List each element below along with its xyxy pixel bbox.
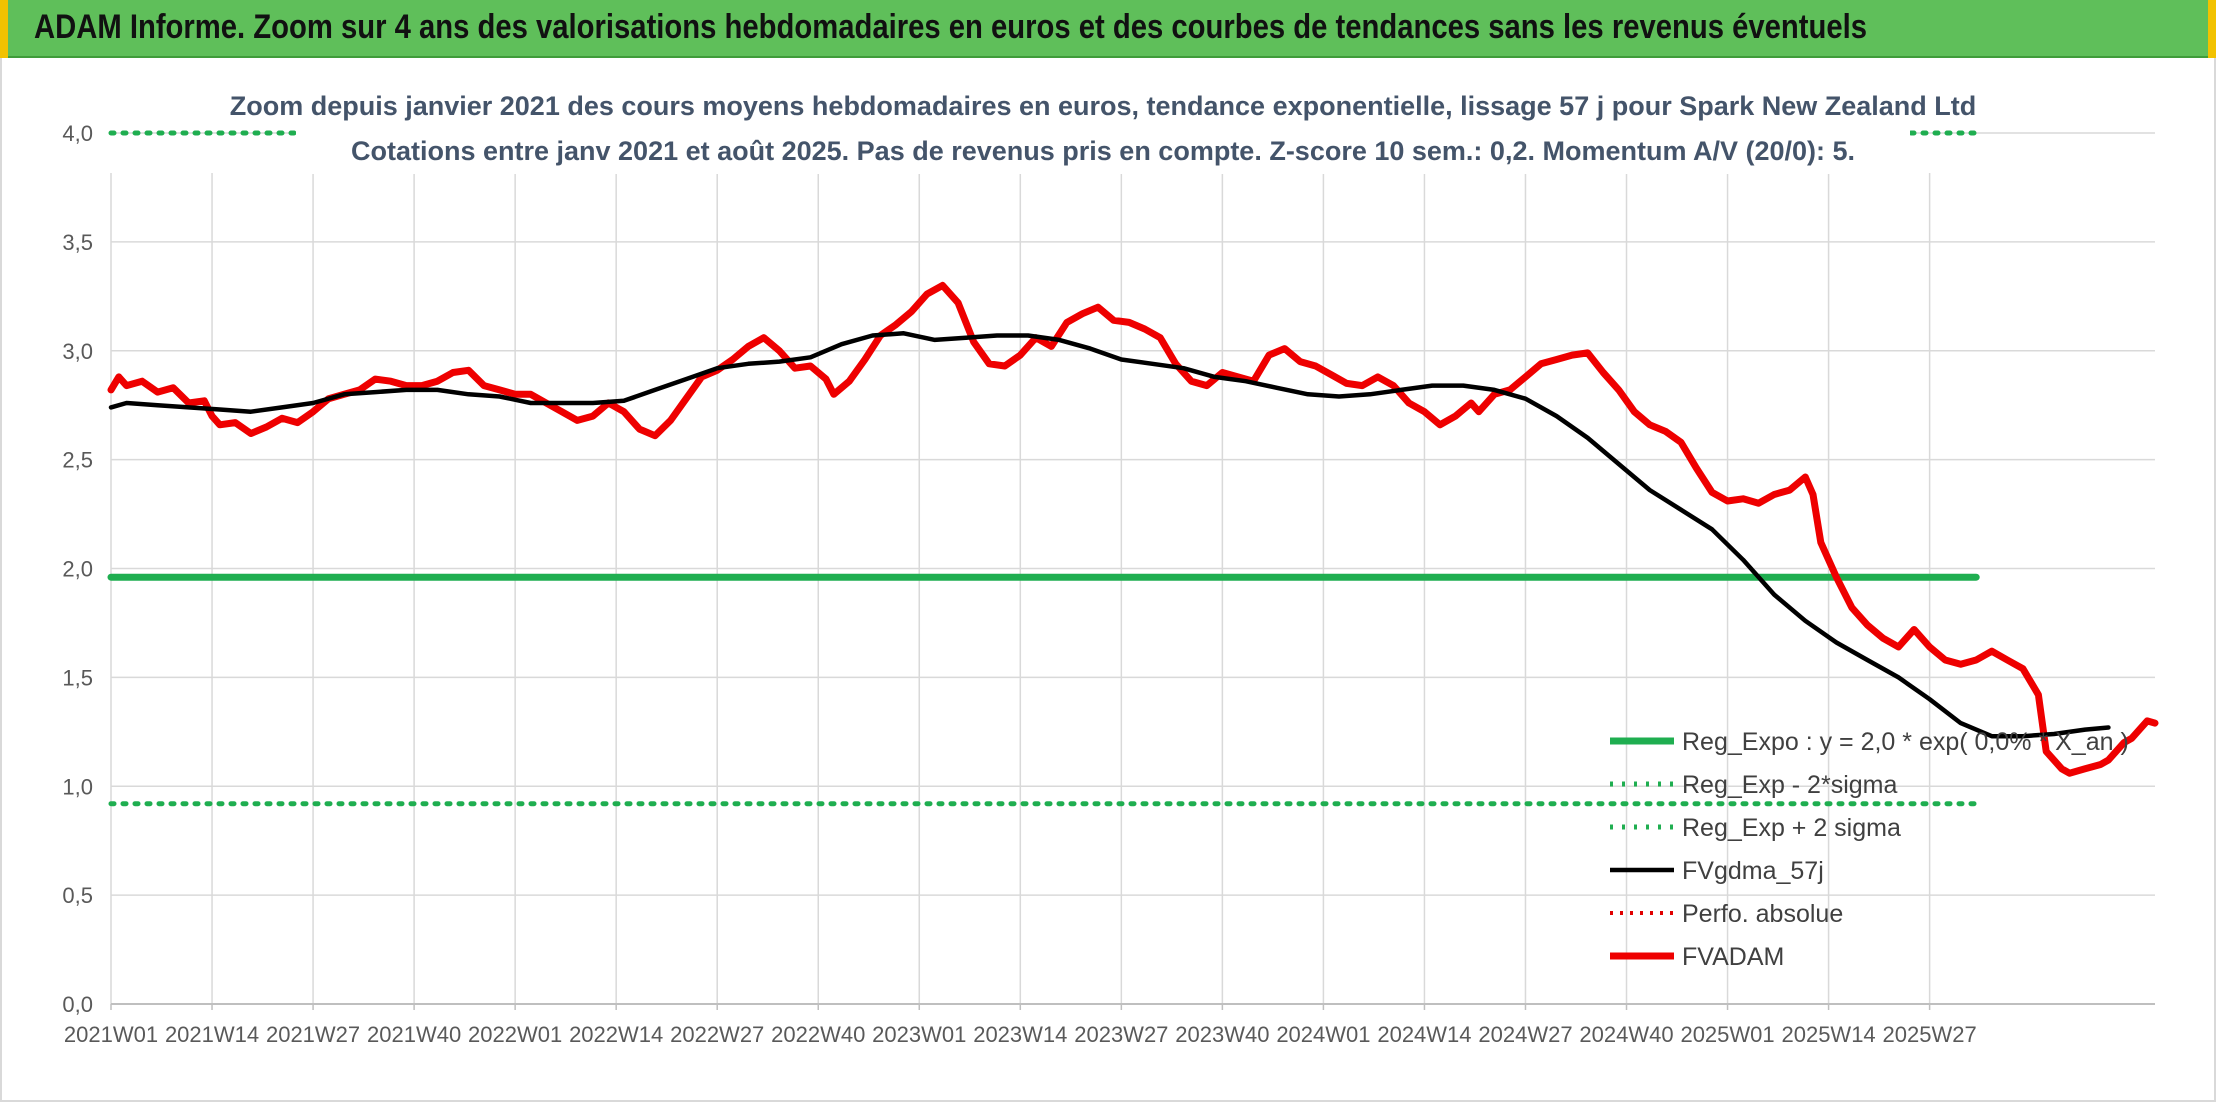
y-tick-label: 4,0 — [62, 121, 93, 146]
chart-series — [107, 130, 2159, 807]
x-tick-label: 2023W14 — [973, 1022, 1067, 1047]
x-tick-label: 2023W01 — [872, 1022, 966, 1047]
y-tick-label: 2,0 — [62, 557, 93, 582]
header-accent-left — [0, 0, 8, 58]
legend-label: Perfo. absolue — [1682, 900, 1843, 928]
y-tick-label: 3,0 — [62, 339, 93, 364]
trend-chart: 0,00,51,01,52,02,53,03,54,0 2021W01 2021W… — [62, 86, 2159, 1047]
chart-legend: Reg_Expo : y = 2,0 * exp( 0,0% * X_an ) R… — [1610, 728, 2129, 971]
y-tick-label: 0,0 — [62, 992, 93, 1017]
x-tick-label: 2025W14 — [1781, 1022, 1875, 1047]
report-title: ADAM Informe. Zoom sur 4 ans des valoris… — [34, 8, 1867, 46]
legend-label: Reg_Expo : y = 2,0 * exp( 0,0% * X_an ) — [1682, 728, 2129, 756]
x-tick-label: 2022W40 — [771, 1022, 865, 1047]
y-tick-label: 1,0 — [62, 774, 93, 799]
x-tick-label: 2024W14 — [1377, 1022, 1471, 1047]
x-tick-label: 2025W01 — [1680, 1022, 1774, 1047]
chart-title: Zoom depuis janvier 2021 des cours moyen… — [230, 91, 1977, 121]
legend-label: Reg_Exp + 2 sigma — [1682, 814, 1901, 842]
chart-subtitle: Cotations entre janv 2021 et août 2025. … — [351, 136, 1855, 166]
x-tick-label: 2021W40 — [367, 1022, 461, 1047]
x-tick-label: 2021W14 — [165, 1022, 259, 1047]
x-tick-label: 2024W27 — [1478, 1022, 1572, 1047]
x-axis-ticks: 2021W01 2021W14 2021W27 2021W40 2022W01 2022W… — [64, 1022, 1977, 1047]
report-header: ADAM Informe. Zoom sur 4 ans des valoris… — [0, 0, 2216, 58]
legend-label: FVgdma_57j — [1682, 857, 1824, 885]
y-axis-ticks: 0,0 0,5 1,0 1,5 2,0 2,5 3,0 3,5 4,0 — [62, 121, 93, 1017]
x-tick-label: 2021W01 — [64, 1022, 158, 1047]
header-accent-right — [2208, 0, 2216, 58]
y-tick-label: 1,5 — [62, 665, 93, 690]
x-tick-label: 2024W01 — [1276, 1022, 1370, 1047]
x-tick-label: 2024W40 — [1579, 1022, 1673, 1047]
legend-label: FVADAM — [1682, 943, 1784, 971]
x-tick-label: 2023W40 — [1175, 1022, 1269, 1047]
x-tick-label: 2022W27 — [670, 1022, 764, 1047]
x-tick-label: 2023W27 — [1074, 1022, 1168, 1047]
x-tick-label: 2022W14 — [569, 1022, 663, 1047]
x-tick-label: 2021W27 — [266, 1022, 360, 1047]
y-tick-label: 2,5 — [62, 448, 93, 473]
legend-label: Reg_Exp - 2*sigma — [1682, 771, 1897, 799]
series-fvadam-line — [107, 281, 2159, 777]
y-tick-label: 3,5 — [62, 230, 93, 255]
x-tick-label: 2022W01 — [468, 1022, 562, 1047]
x-tick-label: 2025W27 — [1883, 1022, 1977, 1047]
title-box — [296, 86, 1910, 174]
chart-gridlines — [110, 132, 2155, 1010]
series-fvgdma-line — [108, 331, 2111, 739]
y-tick-label: 0,5 — [62, 883, 93, 908]
